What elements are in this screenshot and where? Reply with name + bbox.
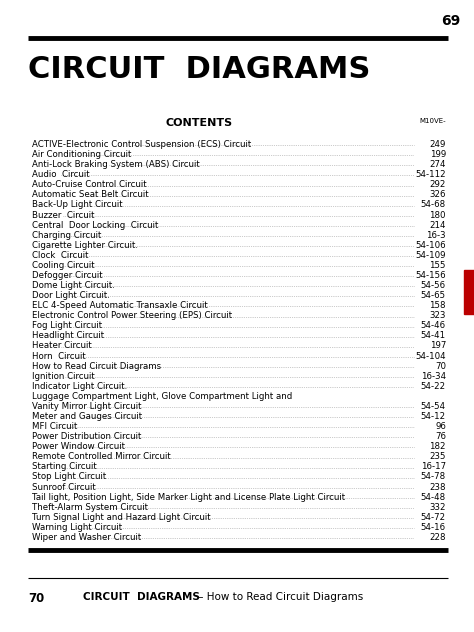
Text: 69: 69: [441, 14, 460, 28]
Text: 76: 76: [435, 432, 446, 441]
Text: CIRCUIT  DIAGRAMS: CIRCUIT DIAGRAMS: [83, 592, 200, 602]
Text: 54-46: 54-46: [421, 321, 446, 331]
Text: Vanity Mirror Light Circuit: Vanity Mirror Light Circuit: [32, 402, 142, 411]
Text: ACTIVE-Electronic Control Suspension (ECS) Circuit: ACTIVE-Electronic Control Suspension (EC…: [32, 140, 251, 149]
Text: Tail light, Position Light, Side Marker Light and License Plate Light Circuit: Tail light, Position Light, Side Marker …: [32, 492, 345, 502]
Text: 249: 249: [429, 140, 446, 149]
Text: 54-54: 54-54: [421, 402, 446, 411]
Text: 182: 182: [429, 442, 446, 451]
Text: 70: 70: [435, 362, 446, 370]
Text: How to Read Circuit Diagrams: How to Read Circuit Diagrams: [32, 362, 161, 370]
Text: 16-17: 16-17: [421, 463, 446, 471]
Text: 54-109: 54-109: [416, 251, 446, 260]
Text: 54-112: 54-112: [415, 170, 446, 179]
Text: Anti-Lock Braking System (ABS) Circuit: Anti-Lock Braking System (ABS) Circuit: [32, 160, 200, 169]
Text: 54-16: 54-16: [421, 523, 446, 532]
Text: Fog Light Circuit: Fog Light Circuit: [32, 321, 102, 331]
Text: 96: 96: [435, 422, 446, 431]
Text: 54-156: 54-156: [415, 271, 446, 280]
Text: Electronic Control Power Steering (EPS) Circuit: Electronic Control Power Steering (EPS) …: [32, 312, 232, 320]
Text: 16-3: 16-3: [427, 231, 446, 240]
Text: Horn  Circuit: Horn Circuit: [32, 351, 86, 361]
Text: 54-78: 54-78: [421, 473, 446, 482]
Text: Turn Signal Light and Hazard Light Circuit: Turn Signal Light and Hazard Light Circu…: [32, 513, 210, 522]
Text: ELC 4-Speed Automatic Transaxle Circuit: ELC 4-Speed Automatic Transaxle Circuit: [32, 301, 208, 310]
Text: 54-41: 54-41: [421, 331, 446, 341]
Text: 199: 199: [430, 150, 446, 159]
Text: Defogger Circuit: Defogger Circuit: [32, 271, 103, 280]
Text: Air Conditioning Circuit: Air Conditioning Circuit: [32, 150, 131, 159]
Text: 292: 292: [429, 180, 446, 190]
Text: 54-72: 54-72: [421, 513, 446, 522]
Text: Dome Light Circuit.: Dome Light Circuit.: [32, 281, 115, 290]
Text: 54-65: 54-65: [421, 291, 446, 300]
Text: Power Distribution Circuit: Power Distribution Circuit: [32, 432, 141, 441]
Text: Remote Controlled Mirror Circuit: Remote Controlled Mirror Circuit: [32, 453, 171, 461]
Text: 54-12: 54-12: [421, 412, 446, 421]
Text: 70: 70: [28, 592, 44, 605]
Text: Automatic Seat Belt Circuit: Automatic Seat Belt Circuit: [32, 190, 149, 199]
Text: Luggage Compartment Light, Glove Compartment Light and: Luggage Compartment Light, Glove Compart…: [32, 392, 292, 401]
Text: 16-34: 16-34: [421, 372, 446, 380]
Text: 54-56: 54-56: [421, 281, 446, 290]
Text: Back-Up Light Circuit: Back-Up Light Circuit: [32, 200, 123, 209]
Text: Charging Circuit: Charging Circuit: [32, 231, 101, 240]
Bar: [464, 270, 474, 314]
Text: Ignition Circuit: Ignition Circuit: [32, 372, 95, 380]
Text: 323: 323: [429, 312, 446, 320]
Text: CIRCUIT  DIAGRAMS: CIRCUIT DIAGRAMS: [28, 55, 370, 84]
Text: 238: 238: [429, 483, 446, 492]
Text: 54-104: 54-104: [415, 351, 446, 361]
Text: Theft-Alarm System Circuit: Theft-Alarm System Circuit: [32, 502, 148, 512]
Text: Audio  Circuit: Audio Circuit: [32, 170, 90, 179]
Text: Auto-Cruise Control Circuit: Auto-Cruise Control Circuit: [32, 180, 146, 190]
Text: Cigarette Lighter Circuit.: Cigarette Lighter Circuit.: [32, 241, 138, 250]
Text: Meter and Gauges Circuit: Meter and Gauges Circuit: [32, 412, 142, 421]
Text: Sunroof Circuit: Sunroof Circuit: [32, 483, 96, 492]
Text: 54-22: 54-22: [421, 382, 446, 391]
Text: Power Window Circuit: Power Window Circuit: [32, 442, 125, 451]
Text: MFI Circuit: MFI Circuit: [32, 422, 77, 431]
Text: 54-48: 54-48: [421, 492, 446, 502]
Text: Heater Circuit: Heater Circuit: [32, 341, 92, 351]
Text: 235: 235: [429, 453, 446, 461]
Text: Starting Circuit: Starting Circuit: [32, 463, 97, 471]
Text: 180: 180: [429, 210, 446, 219]
Text: Central  Door Locking  Circuit: Central Door Locking Circuit: [32, 221, 158, 229]
Text: Wiper and Washer Circuit: Wiper and Washer Circuit: [32, 533, 141, 542]
Text: – How to Read Circuit Diagrams: – How to Read Circuit Diagrams: [195, 592, 363, 602]
Text: 158: 158: [429, 301, 446, 310]
Text: 326: 326: [429, 190, 446, 199]
Text: 228: 228: [429, 533, 446, 542]
Text: Stop Light Circuit: Stop Light Circuit: [32, 473, 106, 482]
Text: Door Light Circuit.: Door Light Circuit.: [32, 291, 110, 300]
Text: 332: 332: [429, 502, 446, 512]
Text: 155: 155: [429, 261, 446, 270]
Text: CONTENTS: CONTENTS: [165, 118, 233, 128]
Text: 197: 197: [429, 341, 446, 351]
Text: Headlight Circuit: Headlight Circuit: [32, 331, 104, 341]
Text: 54-106: 54-106: [415, 241, 446, 250]
Text: 214: 214: [429, 221, 446, 229]
Text: Buzzer  Circuit: Buzzer Circuit: [32, 210, 94, 219]
Text: 54-68: 54-68: [421, 200, 446, 209]
Text: Warning Light Circuit: Warning Light Circuit: [32, 523, 122, 532]
Text: Indicator Light Circuit.: Indicator Light Circuit.: [32, 382, 127, 391]
Text: M10VE-: M10VE-: [419, 118, 446, 124]
Text: 274: 274: [429, 160, 446, 169]
Text: Clock  Circuit: Clock Circuit: [32, 251, 89, 260]
Text: Cooling Circuit: Cooling Circuit: [32, 261, 95, 270]
